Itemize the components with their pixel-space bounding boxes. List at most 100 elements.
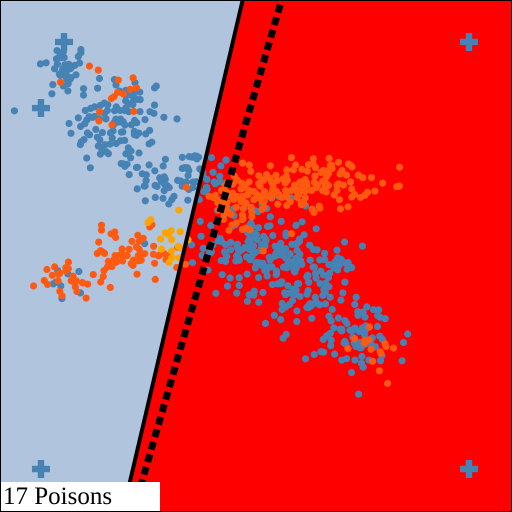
- data-point: [266, 174, 274, 182]
- data-point: [347, 326, 355, 334]
- data-point: [238, 225, 246, 234]
- data-point: [293, 246, 301, 254]
- data-point: [266, 162, 274, 170]
- data-point: [335, 180, 343, 188]
- data-point: [119, 128, 127, 136]
- data-point: [118, 245, 126, 253]
- data-point: [65, 119, 73, 128]
- data-point: [247, 167, 255, 175]
- data-point: [168, 247, 176, 255]
- data-point: [274, 200, 282, 208]
- class-b-region: [122, 0, 512, 512]
- plus-marker: [459, 32, 478, 51]
- data-point: [199, 244, 207, 252]
- data-point: [236, 195, 245, 203]
- data-point: [117, 160, 125, 168]
- data-point: [10, 107, 18, 115]
- data-point: [222, 156, 230, 164]
- data-point: [379, 179, 387, 187]
- data-point: [165, 200, 173, 208]
- data-point: [359, 363, 367, 371]
- data-point: [227, 238, 235, 246]
- data-point: [94, 142, 102, 150]
- data-point: [223, 282, 232, 290]
- data-point: [304, 271, 312, 279]
- data-point: [331, 350, 339, 358]
- data-point: [67, 129, 75, 137]
- data-point: [328, 161, 336, 169]
- data-point: [245, 178, 253, 186]
- data-point: [308, 314, 316, 322]
- data-point: [245, 254, 253, 262]
- data-point: [329, 262, 337, 270]
- data-point: [95, 238, 103, 246]
- data-point: [133, 185, 141, 193]
- data-point: [282, 229, 290, 237]
- data-point: [80, 85, 88, 93]
- data-point: [271, 252, 279, 260]
- data-point: [309, 155, 317, 163]
- data-point: [151, 259, 159, 267]
- data-point: [58, 67, 66, 75]
- data-point: [86, 164, 94, 172]
- data-point: [255, 180, 263, 188]
- data-point: [398, 357, 406, 365]
- data-point: [375, 367, 383, 375]
- data-point: [319, 166, 327, 174]
- data-point: [132, 243, 141, 251]
- data-point: [241, 244, 249, 252]
- data-point: [341, 278, 349, 286]
- data-point: [58, 292, 66, 300]
- data-point: [235, 281, 243, 290]
- data-point: [293, 280, 301, 288]
- data-point: [112, 115, 120, 123]
- data-point: [348, 185, 356, 193]
- data-point: [316, 280, 324, 288]
- data-point: [346, 178, 355, 186]
- data-point: [142, 171, 150, 179]
- data-point: [352, 293, 360, 301]
- data-point: [292, 259, 300, 267]
- data-point: [273, 269, 281, 277]
- data-point: [274, 280, 282, 288]
- data-point: [160, 187, 168, 195]
- data-point: [218, 271, 226, 279]
- data-point: [133, 270, 141, 278]
- data-point: [43, 265, 51, 274]
- data-point: [139, 234, 147, 242]
- data-point: [358, 242, 366, 250]
- data-point: [160, 180, 168, 188]
- data-point: [270, 311, 278, 319]
- data-point: [278, 299, 286, 308]
- data-point: [223, 198, 231, 206]
- data-point: [330, 324, 338, 332]
- data-point: [232, 203, 240, 211]
- data-point: [338, 356, 346, 364]
- data-point: [375, 306, 383, 314]
- data-point: [336, 205, 345, 213]
- data-point: [343, 319, 351, 328]
- data-point: [301, 187, 309, 196]
- data-point: [48, 90, 56, 98]
- data-point: [286, 258, 294, 267]
- data-point: [273, 176, 281, 185]
- data-point: [254, 224, 262, 232]
- data-point: [161, 155, 169, 163]
- data-point: [238, 216, 246, 224]
- data-point: [248, 213, 256, 221]
- data-point: [376, 348, 384, 356]
- data-point: [149, 250, 157, 258]
- data-point: [269, 190, 277, 198]
- data-point: [344, 258, 352, 267]
- data-point: [77, 46, 85, 54]
- data-point: [226, 274, 234, 282]
- data-point: [85, 62, 94, 70]
- data-point: [284, 282, 292, 290]
- data-point: [228, 221, 236, 229]
- data-point: [103, 263, 111, 271]
- data-point: [255, 172, 263, 180]
- data-point: [132, 131, 141, 139]
- data-point: [309, 245, 317, 254]
- data-point: [404, 330, 412, 338]
